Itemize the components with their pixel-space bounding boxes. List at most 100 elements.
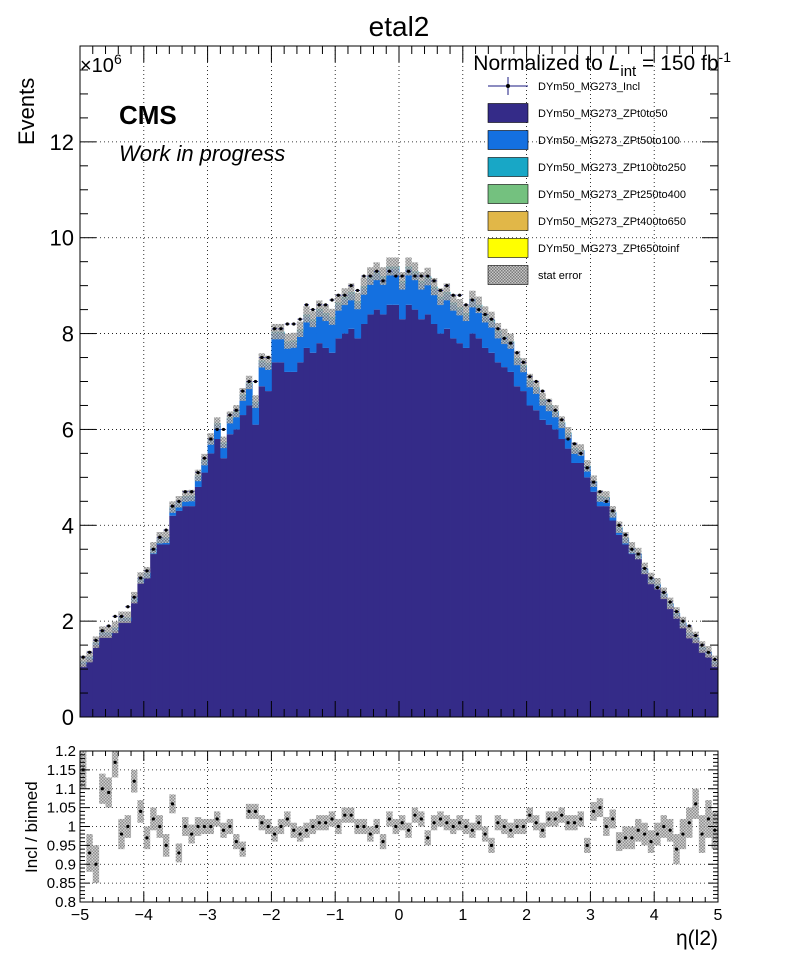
stat-error-box — [507, 333, 514, 349]
incl-point — [381, 279, 385, 283]
x-tick-label: 0 — [395, 907, 404, 924]
stack-bar — [564, 434, 572, 449]
stack-bar — [488, 352, 496, 717]
incl-point — [483, 312, 487, 316]
incl-point — [349, 284, 353, 288]
stack-bar — [513, 386, 521, 717]
incl-point — [598, 490, 602, 494]
stack-bar — [584, 477, 591, 717]
ratio-point — [107, 790, 111, 795]
ratio-error-box — [111, 751, 119, 778]
y-tick-label: 12 — [50, 130, 74, 155]
stack-bar — [430, 323, 438, 717]
legend-swatch — [487, 157, 529, 177]
stat-error-box — [437, 288, 444, 306]
incl-point — [477, 308, 481, 312]
ratio-point — [419, 817, 423, 821]
incl-point — [317, 303, 321, 307]
stack-bar — [532, 388, 540, 411]
y-tick-label: 6 — [62, 417, 74, 442]
y-tick-label: 0 — [62, 705, 74, 730]
stack-bar — [309, 321, 317, 353]
ratio-point — [585, 843, 589, 847]
ratio-point — [183, 824, 187, 829]
ratio-point — [355, 824, 360, 829]
stack-bar — [481, 316, 489, 348]
incl-point — [636, 552, 640, 556]
ratio-point — [566, 821, 570, 825]
stack-bar — [558, 439, 566, 717]
stack-bar — [99, 635, 106, 717]
stat-error-box — [335, 294, 342, 311]
stat-error-box — [194, 469, 202, 482]
stat-error-box — [622, 531, 629, 544]
incl-point — [336, 293, 340, 297]
ratio-point — [292, 828, 296, 832]
stat-error-box — [686, 626, 693, 639]
incl-point — [623, 533, 628, 537]
incl-point — [272, 327, 277, 331]
stack-bar — [628, 554, 636, 717]
stack-bar — [265, 391, 272, 717]
stat-error-box — [92, 636, 100, 648]
stack-bar — [635, 558, 642, 717]
stack-bar — [437, 299, 445, 334]
stat-error-box — [347, 283, 355, 301]
legend-label: stat error — [538, 270, 582, 282]
ratio-point — [700, 832, 704, 836]
ratio-point — [177, 851, 181, 855]
ratio-point — [151, 817, 155, 821]
stack-bar — [239, 395, 247, 416]
stack-bar — [475, 307, 483, 339]
legend-label: DYm50_MG273_ZPt400to650 — [538, 216, 686, 228]
stat-error-box — [430, 277, 438, 296]
stack-bar — [328, 319, 336, 353]
stack-bar — [150, 554, 157, 717]
ratio-point — [483, 832, 487, 836]
stack-bar — [220, 458, 228, 717]
ratio-point — [247, 809, 251, 814]
ratio-point — [139, 809, 143, 814]
stat-error-box — [513, 350, 521, 366]
stack-bar — [386, 268, 394, 305]
incl-point — [413, 274, 417, 278]
incl-point — [119, 614, 124, 618]
x-tick-label: −5 — [71, 907, 89, 924]
ratio-point — [560, 813, 564, 817]
ratio-point — [521, 824, 526, 829]
stack-bar — [194, 486, 202, 717]
stat-error-box — [584, 460, 591, 472]
stack-bar — [647, 582, 655, 717]
stat-error-box — [220, 436, 227, 449]
incl-point — [375, 269, 379, 273]
stat-error-box — [411, 262, 419, 281]
ratio-point — [260, 821, 264, 825]
stack-bar — [392, 304, 400, 717]
stack-bar — [341, 333, 349, 717]
stack-bar — [284, 343, 291, 372]
incl-point — [324, 303, 328, 307]
legend-label: DYm50_MG273_Incl — [538, 81, 640, 93]
legend-swatch — [487, 130, 529, 150]
stat-error-box — [456, 299, 463, 316]
incl-point — [611, 509, 615, 513]
stat-error-box — [698, 641, 706, 653]
stack-bar — [258, 386, 266, 717]
ratio-point — [381, 840, 385, 844]
ratio-point — [375, 824, 379, 829]
incl-point — [706, 650, 711, 654]
ratio-point — [330, 817, 334, 821]
stack-bar — [303, 347, 311, 717]
stack-bar — [303, 316, 311, 348]
stack-bar — [507, 343, 515, 372]
incl-point — [515, 351, 519, 355]
incl-point — [445, 284, 449, 288]
incl-point — [630, 547, 634, 551]
incl-point — [362, 274, 366, 278]
ratio-y-tick-label: 1.1 — [55, 781, 76, 798]
incl-point — [451, 293, 455, 297]
incl-point — [158, 535, 162, 539]
stack-bar — [175, 510, 183, 717]
incl-point — [311, 308, 315, 312]
ratio-point — [100, 787, 104, 791]
